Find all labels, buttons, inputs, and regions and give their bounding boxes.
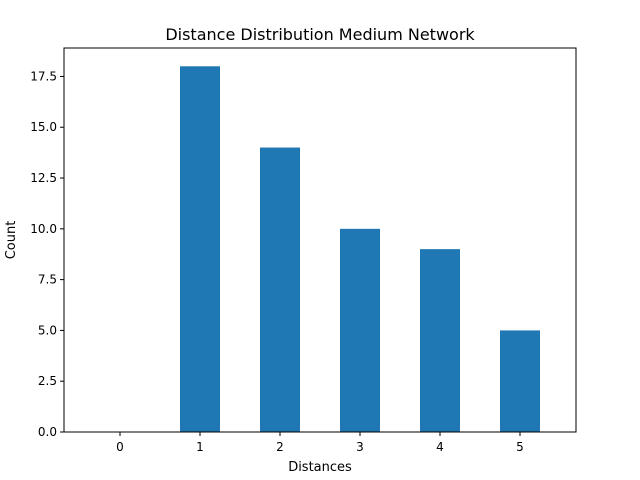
plot-frame	[63, 47, 577, 433]
y-tick-label: 5.0	[38, 323, 57, 337]
y-tick-label: 2.5	[38, 374, 57, 388]
bar-5	[500, 330, 540, 432]
x-tick-label: 0	[116, 440, 124, 454]
bar-2	[260, 147, 300, 433]
bar-4	[420, 249, 460, 432]
y-axis: 0.0 2.5 5.0 7.5 10.0 12.5 15.0 17.5	[30, 69, 64, 439]
bar-3	[340, 228, 380, 432]
x-tick-label: 2	[276, 440, 284, 454]
x-tick-label: 4	[436, 440, 444, 454]
x-tick-label: 1	[196, 440, 204, 454]
y-tick-label: 12.5	[30, 171, 57, 185]
y-tick-label: 17.5	[30, 69, 57, 83]
y-tick-label: 10.0	[30, 222, 57, 236]
y-axis-label: Count	[4, 221, 19, 260]
x-axis-label: Distances	[288, 460, 352, 475]
x-axis: 0 1 2 3 4 5	[116, 432, 524, 454]
y-tick-label: 7.5	[38, 273, 57, 287]
chart-title: Distance Distribution Medium Network	[165, 25, 475, 44]
x-tick-label: 3	[356, 440, 364, 454]
bar-1	[180, 66, 220, 433]
y-tick-label: 0.0	[38, 425, 57, 439]
bars-group	[180, 66, 540, 433]
x-tick-label: 5	[516, 440, 524, 454]
y-tick-label: 15.0	[30, 120, 57, 134]
